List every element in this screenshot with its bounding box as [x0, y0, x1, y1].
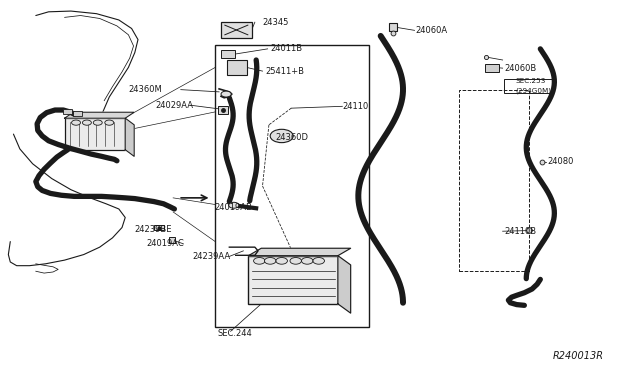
Polygon shape — [65, 112, 134, 118]
Bar — [227, 60, 246, 75]
Circle shape — [221, 91, 231, 97]
Text: 24060B: 24060B — [504, 64, 536, 73]
Text: 24110: 24110 — [342, 102, 369, 111]
Circle shape — [313, 257, 324, 264]
Bar — [484, 64, 499, 72]
Bar — [248, 256, 338, 304]
Text: (294G0M): (294G0M) — [515, 87, 552, 94]
Text: 24080: 24080 — [547, 157, 573, 166]
Bar — [63, 109, 72, 114]
Text: R240013R: R240013R — [553, 352, 604, 362]
Circle shape — [270, 129, 293, 142]
Bar — [221, 22, 252, 38]
Circle shape — [264, 257, 276, 264]
Bar — [460, 90, 529, 271]
Text: 24029AA: 24029AA — [156, 101, 193, 110]
Text: 24360D: 24360D — [275, 133, 308, 142]
Circle shape — [276, 257, 287, 264]
Bar — [65, 118, 125, 150]
Text: 24345: 24345 — [262, 18, 289, 27]
Text: SEC.244: SEC.244 — [218, 329, 253, 338]
Circle shape — [228, 202, 239, 208]
Circle shape — [72, 120, 81, 125]
Circle shape — [83, 120, 92, 125]
Bar — [73, 111, 82, 116]
Text: 24110B: 24110B — [504, 227, 536, 236]
Circle shape — [290, 257, 301, 264]
Text: SEC.253: SEC.253 — [515, 78, 546, 84]
Polygon shape — [125, 118, 134, 156]
Polygon shape — [338, 256, 351, 313]
Circle shape — [105, 120, 114, 125]
Text: 24011B: 24011B — [270, 44, 302, 53]
Text: 24060A: 24060A — [416, 26, 448, 35]
Bar — [221, 50, 235, 58]
Text: 25411+B: 25411+B — [266, 67, 305, 76]
Text: 24239AA: 24239AA — [192, 252, 230, 261]
Text: 24239BE: 24239BE — [135, 225, 172, 234]
Bar — [218, 106, 228, 114]
Text: 24360M: 24360M — [129, 85, 162, 94]
Circle shape — [301, 257, 313, 264]
Polygon shape — [248, 248, 351, 256]
Bar — [504, 78, 552, 93]
Text: 24019AB: 24019AB — [214, 203, 253, 212]
Text: 24019AC: 24019AC — [147, 239, 184, 248]
Circle shape — [93, 120, 102, 125]
Bar — [215, 45, 369, 327]
Bar — [154, 225, 164, 231]
Circle shape — [253, 257, 265, 264]
